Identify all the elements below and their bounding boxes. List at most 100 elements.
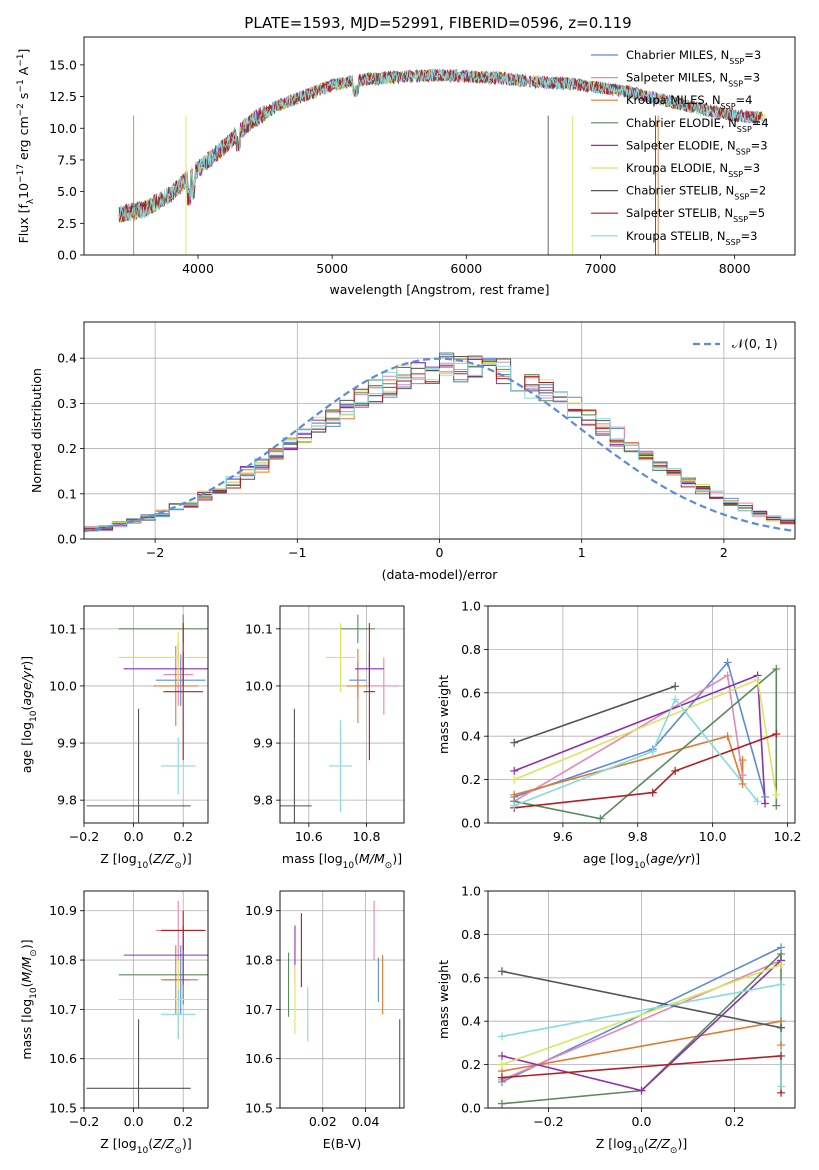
x-tick-label: −0.2: [533, 1114, 563, 1129]
spectrum-line: [119, 68, 759, 222]
legend-label: Salpeter STELIB, NSSP=5: [626, 206, 765, 224]
weight-marker: [777, 1051, 786, 1060]
legend-label: Chabrier STELIB, NSSP=2: [626, 184, 766, 202]
panel-mass-weight-vs-age: 9.6 9.8 10.0 10.2 0.0 0.2 0.4 0.6 0.8 1.0 age [log…: [436, 599, 801, 872]
legend-label-main: Salpeter STELIB, N: [626, 206, 733, 220]
plot-area: [118, 68, 766, 255]
label-part: 10: [137, 1146, 149, 1156]
y-tick-label: 10.6: [49, 1051, 77, 1066]
label-part: ⊙: [385, 861, 393, 871]
x-tick-label: 9.6: [553, 829, 573, 844]
label-part: −17: [16, 164, 26, 183]
legend-label-main: Chabrier STELIB, N: [626, 184, 734, 198]
weight-marker: [637, 1086, 646, 1095]
label-part: mass [log: [19, 999, 34, 1060]
legend-label: Kroupa STELIB, NSSP=3: [626, 229, 757, 247]
figure-title: PLATE=1593, MJD=52991, FIBERID=0596, z=0…: [244, 14, 631, 32]
x-axis-label: (data-model)/error: [382, 567, 499, 582]
panel-age-vs-mass: 10.6 10.8 9.8 9.9 10.0 10.1 mass [log10(M/M⊙)]: [245, 605, 405, 871]
weight-marker: [596, 814, 605, 823]
label-part: M/M: [359, 851, 385, 866]
weight-marker: [772, 664, 781, 673]
gridlines: [280, 606, 404, 823]
label-part: λ: [26, 198, 36, 204]
weight-marker: [723, 658, 732, 667]
x-tick-label: 1: [578, 545, 586, 560]
label-part: )]: [182, 851, 192, 866]
weight-marker: [723, 732, 732, 741]
y-tick-label: 9.8: [57, 793, 77, 808]
x-tick-label: 0.0: [632, 1114, 652, 1129]
y-tick-label: 0.6: [461, 970, 481, 985]
x-tick-label: 10.2: [774, 829, 802, 844]
legend-label: Salpeter ELODIE, NSSP=3: [626, 138, 768, 156]
x-tick-label: 5000: [316, 261, 348, 276]
label-part: Z [log: [100, 1136, 136, 1151]
panel-mass-weight-vs-Z: −0.2 0.0 0.2 0.0 0.2 0.4 0.6 0.8 1.0 Z [log10(Z/Z…: [436, 884, 796, 1156]
weight-marker: [772, 790, 781, 799]
legend-label-main: Kroupa STELIB, N: [626, 229, 726, 243]
panel-age-vs-Z: −0.2 0.0 0.29.89.910.010.1Z [log10(Z/Z⊙)]a…: [19, 605, 209, 871]
y-tick-label: 0.4: [57, 351, 77, 366]
y-tick-label: 0.2: [57, 441, 77, 456]
weight-marker: [497, 1051, 506, 1060]
weight-marker: [510, 738, 519, 747]
y-axis-label: Flux [fλ10−17 erg cm−2 s−1 A−1]: [16, 49, 36, 244]
legend-label-tail: =3: [743, 161, 760, 175]
x-axis-label: E(B-V): [323, 1136, 362, 1151]
axes-frame: [279, 890, 405, 1109]
weight-marker: [510, 801, 519, 810]
x-axis-label: Z [log10(Z/Z⊙)]: [100, 851, 191, 871]
label-part: (: [148, 1136, 153, 1151]
plot-area: [84, 352, 795, 535]
x-tick-label: 7000: [585, 261, 617, 276]
label-part: 10: [632, 1146, 644, 1156]
legend-label-tail: =2: [749, 184, 766, 198]
label-part: Z [log: [100, 851, 136, 866]
y-tick-label: 10.0: [245, 678, 273, 693]
label-part: Z/Z: [152, 851, 175, 866]
label-part: (: [645, 851, 650, 866]
label-part: )]: [392, 851, 402, 866]
weight-line: [501, 959, 782, 1081]
panel-residuals: −2 −1 0 1 2 0.0 0.1 0.2 0.3 0.4 𝒩(0, 1) (data-model…: [29, 321, 796, 582]
panel-mass-vs-EBV: 0.02 0.04 10.5 10.6 10.7 10.8 10.9 E(B-V): [245, 890, 405, 1151]
y-tick-label: 10.7: [49, 1002, 77, 1017]
y-tick-label: 0.0: [57, 248, 77, 263]
label-part: ⊙: [29, 949, 39, 957]
plot-area: [288, 900, 401, 1108]
label-part: −2: [16, 103, 26, 116]
y-axis-label: mass weight: [436, 675, 451, 754]
x-tick-label: 9.8: [628, 829, 648, 844]
label-part: Z [log: [596, 1136, 632, 1151]
axes-frame: [83, 36, 796, 256]
y-tick-label: 10.9: [49, 903, 77, 918]
y-tick-label: 0.1: [57, 486, 77, 501]
x-tick-label: 0.02: [309, 1114, 337, 1129]
x-tick-label: 10.6: [295, 829, 323, 844]
legend-label-sub: SSP: [733, 215, 748, 224]
label-part: E(B-V): [323, 1136, 362, 1151]
axes-frame: [279, 605, 405, 824]
legend-label-main: Chabrier ELODIE, N: [626, 116, 737, 130]
weight-marker: [648, 747, 657, 756]
y-tick-label: 9.9: [253, 736, 273, 751]
weight-marker: [777, 1041, 786, 1050]
y-tick-label: 1.0: [461, 884, 481, 899]
x-axis-label: age [log10(age/yr)]: [583, 851, 700, 871]
y-tick-label: 15.0: [49, 57, 77, 72]
x-tick-label: −1: [288, 545, 306, 560]
weight-marker: [671, 695, 680, 704]
y-tick-label: 0.6: [461, 685, 481, 700]
legend-label-tail: =3: [744, 48, 761, 62]
x-tick-label: 0.2: [173, 829, 193, 844]
weight-marker: [772, 801, 781, 810]
legend-label-sub: SSP: [734, 192, 749, 201]
weight-marker: [772, 730, 781, 739]
weight-marker: [497, 1099, 506, 1108]
y-tick-label: 10.0: [49, 678, 77, 693]
weight-marker: [497, 1073, 506, 1082]
label-part: (: [354, 851, 359, 866]
y-tick-label: 10.8: [49, 953, 77, 968]
legend-label-sub: SSP: [728, 79, 743, 88]
